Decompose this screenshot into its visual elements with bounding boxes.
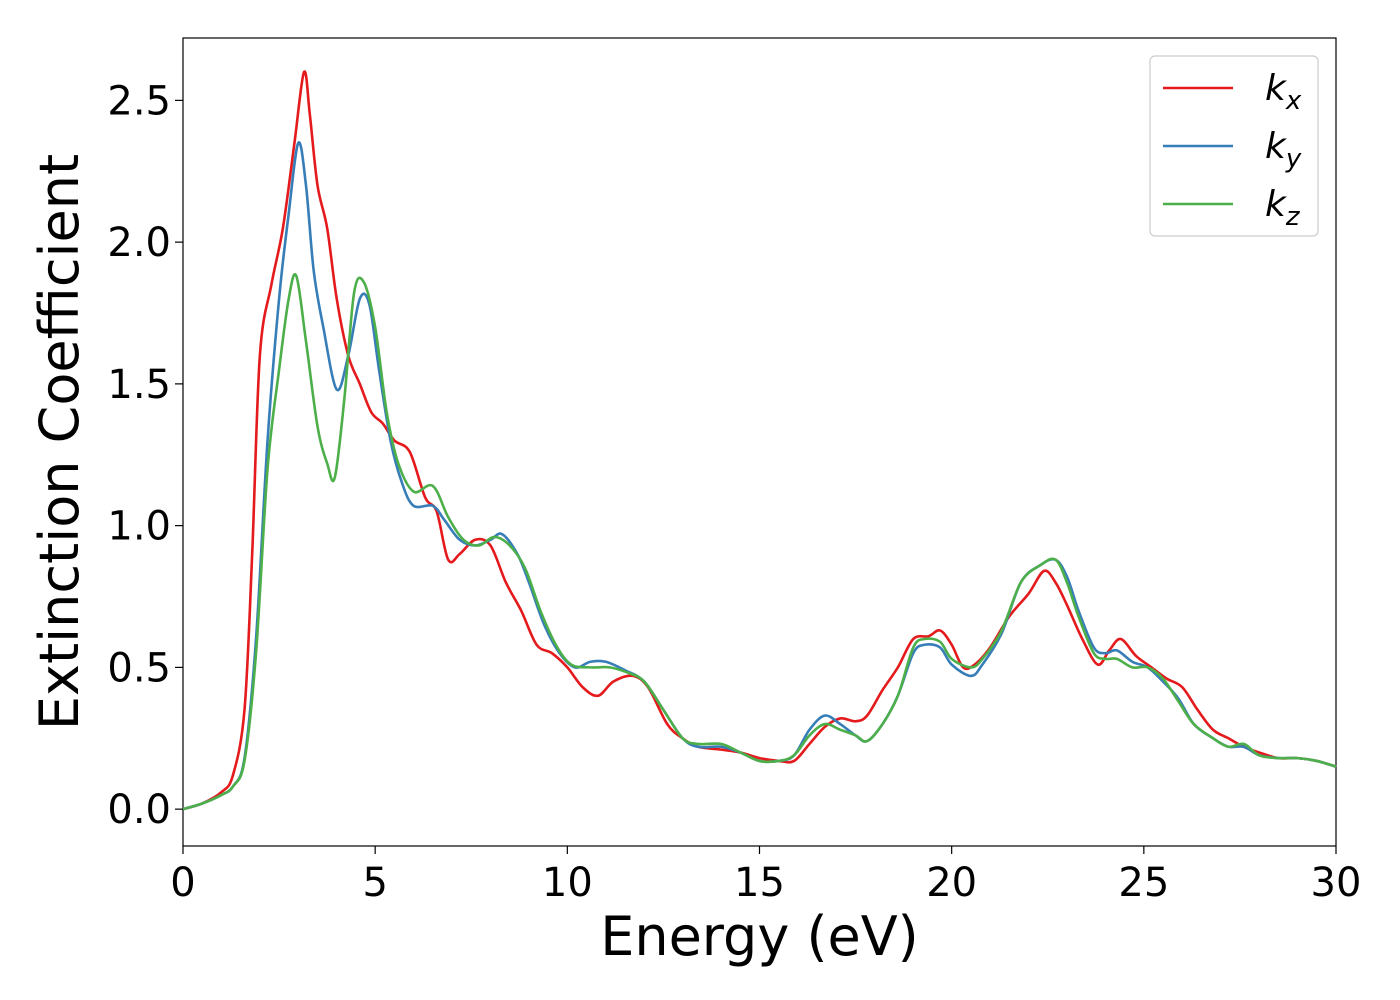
series-line-k-y xyxy=(182,141,1337,811)
y-axis-title: Extinction Coefficient xyxy=(28,154,91,730)
x-tick-label: 5 xyxy=(362,860,387,906)
legend-label: ky xyxy=(1265,126,1302,174)
y-tick-label: 0.0 xyxy=(107,787,171,833)
y-tick-label: 0.5 xyxy=(107,645,171,691)
y-tick-label: 1.5 xyxy=(107,362,171,408)
x-tick-label: 10 xyxy=(542,860,593,906)
y-tick-label: 2.0 xyxy=(107,220,171,266)
y-tick-label: 1.0 xyxy=(107,504,171,550)
series-layer xyxy=(182,70,1337,811)
plot-area xyxy=(182,37,1337,847)
x-tick-label: 15 xyxy=(734,860,785,906)
legend-label: kx xyxy=(1265,68,1302,116)
legend: kx ky kz xyxy=(1149,55,1319,237)
x-tick-label: 30 xyxy=(1311,860,1362,906)
x-tick-label: 25 xyxy=(1118,860,1169,906)
legend-box xyxy=(1149,55,1319,237)
series-line-k-z xyxy=(182,273,1337,811)
y-tick-label: 2.5 xyxy=(107,78,171,124)
x-axis-title: Energy (eV) xyxy=(600,905,919,968)
legend-label: kz xyxy=(1265,184,1301,232)
x-tick-label: 20 xyxy=(926,860,977,906)
y-axis-ticks: 0.0 0.5 1.0 1.5 2.0 2.5 xyxy=(107,78,183,833)
x-tick-label: 0 xyxy=(170,860,195,906)
x-axis-ticks: 0 5 10 15 20 25 30 xyxy=(170,846,1361,906)
